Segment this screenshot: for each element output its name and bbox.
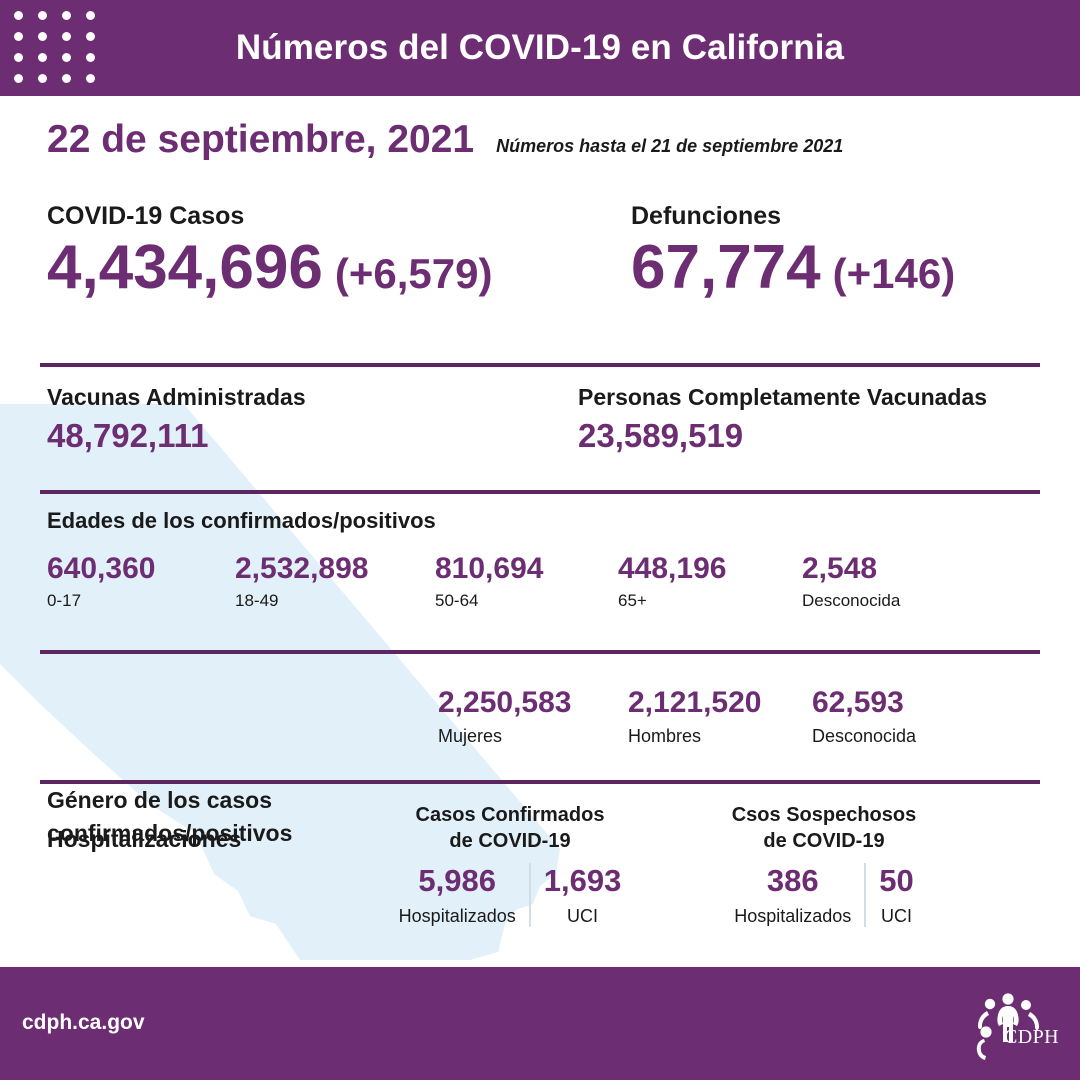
hosp-suspected-icu: 50 UCI: [864, 863, 926, 927]
stat-label: 18-49: [235, 591, 279, 610]
stat-value: 2,532,898: [235, 552, 369, 585]
stat-value: 448,196: [618, 552, 727, 585]
stat-label: UCI: [881, 905, 913, 926]
stat-value: 2,250,583: [438, 686, 572, 719]
hosp-confirmed-hospitalized: 5,986 Hospitalizados: [386, 863, 529, 927]
hospitalizations-section-title: Hospitalizaciones: [47, 826, 242, 852]
stat-label: Mujeres: [438, 726, 503, 746]
gender-women: 2,250,583 Mujeres: [438, 686, 571, 747]
page-header: Números del COVID-19 en California: [0, 0, 1080, 96]
stat-label: Defunciones: [631, 202, 782, 230]
stat-label: Vacunas Administradas: [47, 384, 306, 410]
report-date: 22 de septiembre, 2021: [47, 118, 475, 161]
stat-value: 2,548: [802, 552, 878, 585]
stat-value: 1,693: [543, 863, 622, 898]
age-group-0-17: 640,360 0-17: [47, 552, 155, 611]
hosp-group-suspected: Csos Sospechosos de COVID-19 386 Hospita…: [684, 802, 964, 927]
stat-covid-cases: COVID-19 Casos 4,434,696 (+6,579): [47, 202, 492, 299]
gender-section: 2,250,583 Mujeres 2,121,520 Hombres 62,5…: [438, 686, 1038, 766]
section-divider: [40, 780, 1040, 784]
stat-label: Personas Completamente Vacunadas: [578, 384, 988, 410]
page-title: Números del COVID-19 en California: [235, 28, 845, 67]
footer-website-link[interactable]: cdph.ca.gov: [22, 1011, 145, 1034]
section-divider: [40, 363, 1040, 367]
dot-grid-icon: [14, 11, 110, 87]
ages-section: 640,360 0-17 2,532,898 18-49 810,694 50-…: [47, 552, 1037, 632]
stat-label: UCI: [567, 905, 599, 926]
hosp-group-confirmed: Casos Confirmados de COVID-19 5,986 Hosp…: [370, 802, 650, 927]
group-title: Casos Confirmados de COVID-19: [415, 804, 605, 852]
stat-value: 4,434,696: [47, 233, 323, 302]
stat-label: 65+: [618, 591, 647, 610]
stat-label: Desconocida: [812, 726, 917, 746]
page-footer: cdph.ca.gov CDPH: [0, 967, 1080, 1080]
group-title: Csos Sospechosos de COVID-19: [731, 804, 917, 852]
stat-value: 48,792,111: [47, 417, 209, 454]
stat-delta: (+6,579): [334, 250, 493, 297]
data-as-of-note: Números hasta el 21 de septiembre 2021: [496, 136, 844, 156]
stat-value: 62,593: [812, 686, 904, 719]
stat-label: 0-17: [47, 591, 82, 610]
age-group-50-64: 810,694 50-64: [435, 552, 543, 611]
stat-value: 2,121,520: [628, 686, 762, 719]
stat-value: 386: [766, 863, 819, 898]
stat-label: COVID-19 Casos: [47, 202, 245, 230]
stat-deaths: Defunciones 67,774 (+146): [631, 202, 955, 299]
cdph-logo-icon: CDPH: [976, 993, 1058, 1060]
stat-label: Hombres: [628, 726, 702, 746]
ages-section-title: Edades de los confirmados/positivos: [47, 508, 436, 533]
dateline: 22 de septiembre, 2021 Números hasta el …: [47, 118, 843, 162]
gender-men: 2,121,520 Hombres: [628, 686, 761, 747]
hosp-confirmed-icu: 1,693 UCI: [528, 863, 635, 927]
stat-value: 23,589,519: [578, 417, 744, 454]
stat-fully-vaccinated: Personas Completamente Vacunadas 23,589,…: [578, 384, 987, 455]
age-group-65-plus: 448,196 65+: [618, 552, 726, 611]
stat-value: 50: [879, 863, 914, 898]
gender-unknown: 62,593 Desconocida: [812, 686, 916, 747]
stat-label: Hospitalizados: [734, 905, 852, 926]
stat-label: 50-64: [435, 591, 479, 610]
stat-value: 5,986: [418, 863, 496, 898]
hosp-suspected-hospitalized: 386 Hospitalizados: [721, 863, 864, 927]
age-group-unknown: 2,548 Desconocida: [802, 552, 900, 611]
stat-value: 810,694: [435, 552, 544, 585]
section-divider: [40, 650, 1040, 654]
content-area: 22 de septiembre, 2021 Números hasta el …: [0, 96, 1080, 960]
section-divider: [40, 490, 1040, 494]
stat-label: Desconocida: [802, 591, 901, 610]
stat-value: 640,360: [47, 552, 156, 585]
hospitalizations-section: Casos Confirmados de COVID-19 5,986 Hosp…: [370, 802, 990, 927]
stat-label: Hospitalizados: [398, 905, 516, 926]
stat-value: 67,774: [631, 233, 821, 302]
stat-vaccines-administered: Vacunas Administradas 48,792,111: [47, 384, 306, 455]
age-group-18-49: 2,532,898 18-49: [235, 552, 368, 611]
svg-text:CDPH: CDPH: [1004, 1026, 1058, 1048]
stat-delta: (+146): [832, 250, 956, 297]
